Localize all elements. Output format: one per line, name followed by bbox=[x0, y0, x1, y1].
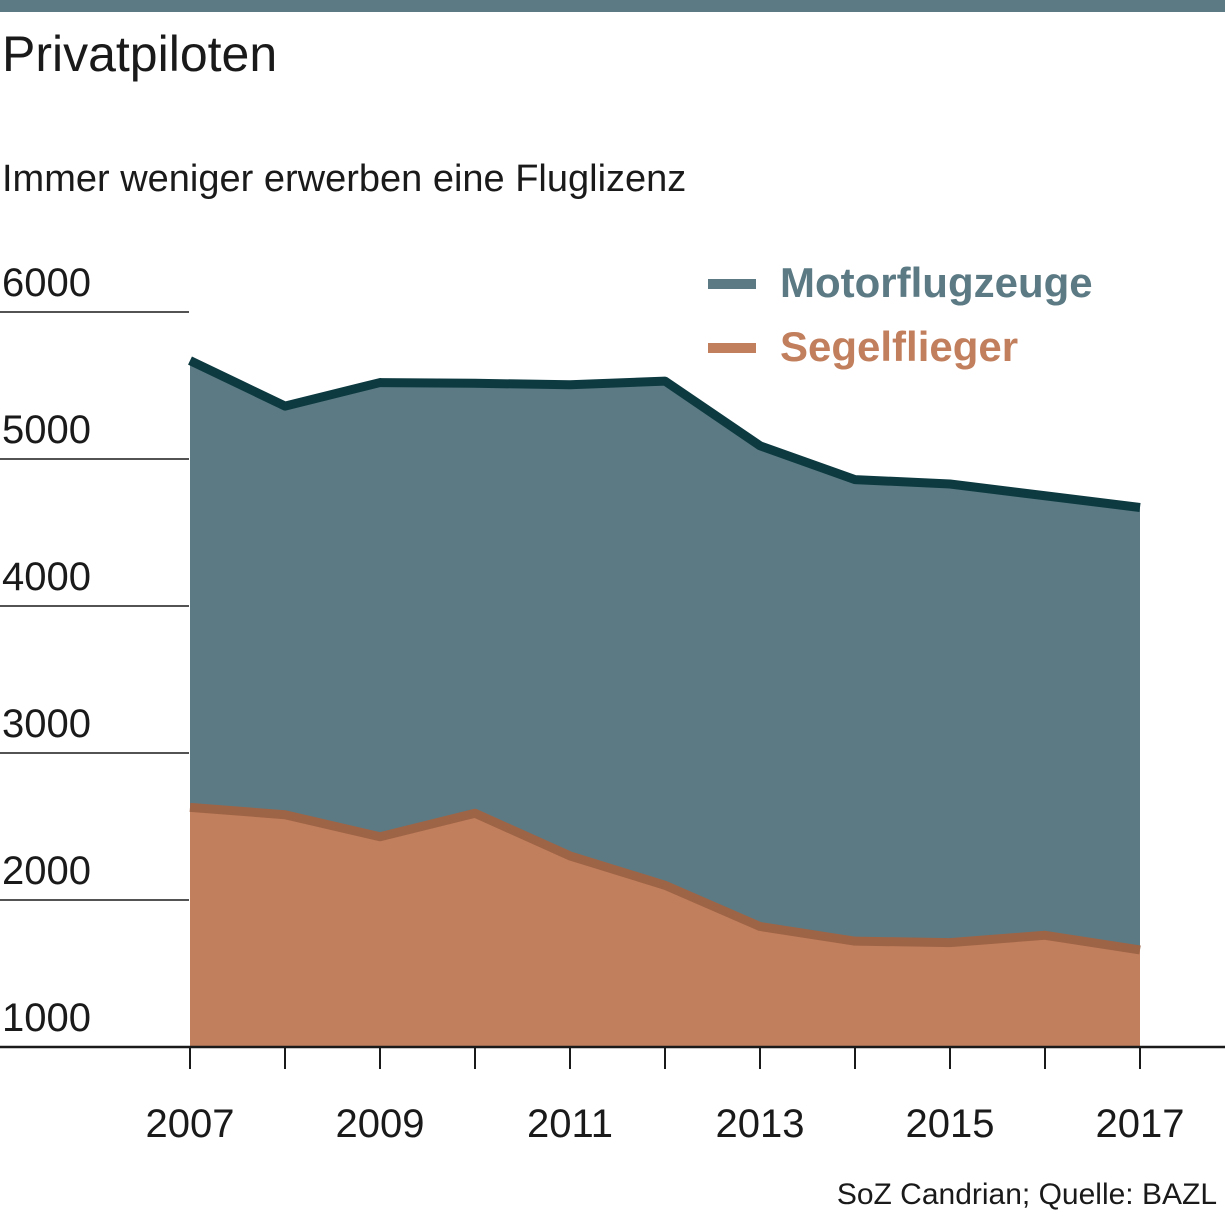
source-note: SoZ Candrian; Quelle: BAZL bbox=[836, 1178, 1217, 1211]
legend-label-segelflieger: Segelflieger bbox=[780, 323, 1018, 370]
x-tick-label-2015: 2015 bbox=[906, 1102, 995, 1146]
line-segelflieger bbox=[189, 802, 1141, 955]
area-segelflieger bbox=[190, 807, 1140, 1047]
x-tick-label-2013: 2013 bbox=[716, 1102, 805, 1146]
y-tick-label-5000: 5000 bbox=[2, 408, 91, 452]
line-motorflugzeuge bbox=[188, 356, 1141, 512]
y-tick-label-2000: 2000 bbox=[2, 849, 91, 893]
x-tick-label-2007: 2007 bbox=[146, 1102, 235, 1146]
y-tick-label-3000: 3000 bbox=[2, 702, 91, 746]
chart-subtitle: Immer weniger erwerben eine Fluglizenz bbox=[2, 158, 687, 200]
area-motorflugzeuge bbox=[190, 360, 1140, 950]
y-tick-label-6000: 6000 bbox=[2, 261, 91, 305]
x-tick-label-2017: 2017 bbox=[1096, 1102, 1185, 1146]
chart-title: Privatpiloten bbox=[2, 26, 278, 82]
y-tick-label-4000: 4000 bbox=[2, 555, 91, 599]
x-tick-label-2009: 2009 bbox=[336, 1102, 425, 1146]
top-accent-bar bbox=[0, 0, 1225, 12]
y-tick-label-1000: 1000 bbox=[2, 996, 91, 1040]
legend-label-motorflugzeuge: Motorflugzeuge bbox=[780, 259, 1093, 306]
x-tick-label-2011: 2011 bbox=[527, 1102, 613, 1146]
